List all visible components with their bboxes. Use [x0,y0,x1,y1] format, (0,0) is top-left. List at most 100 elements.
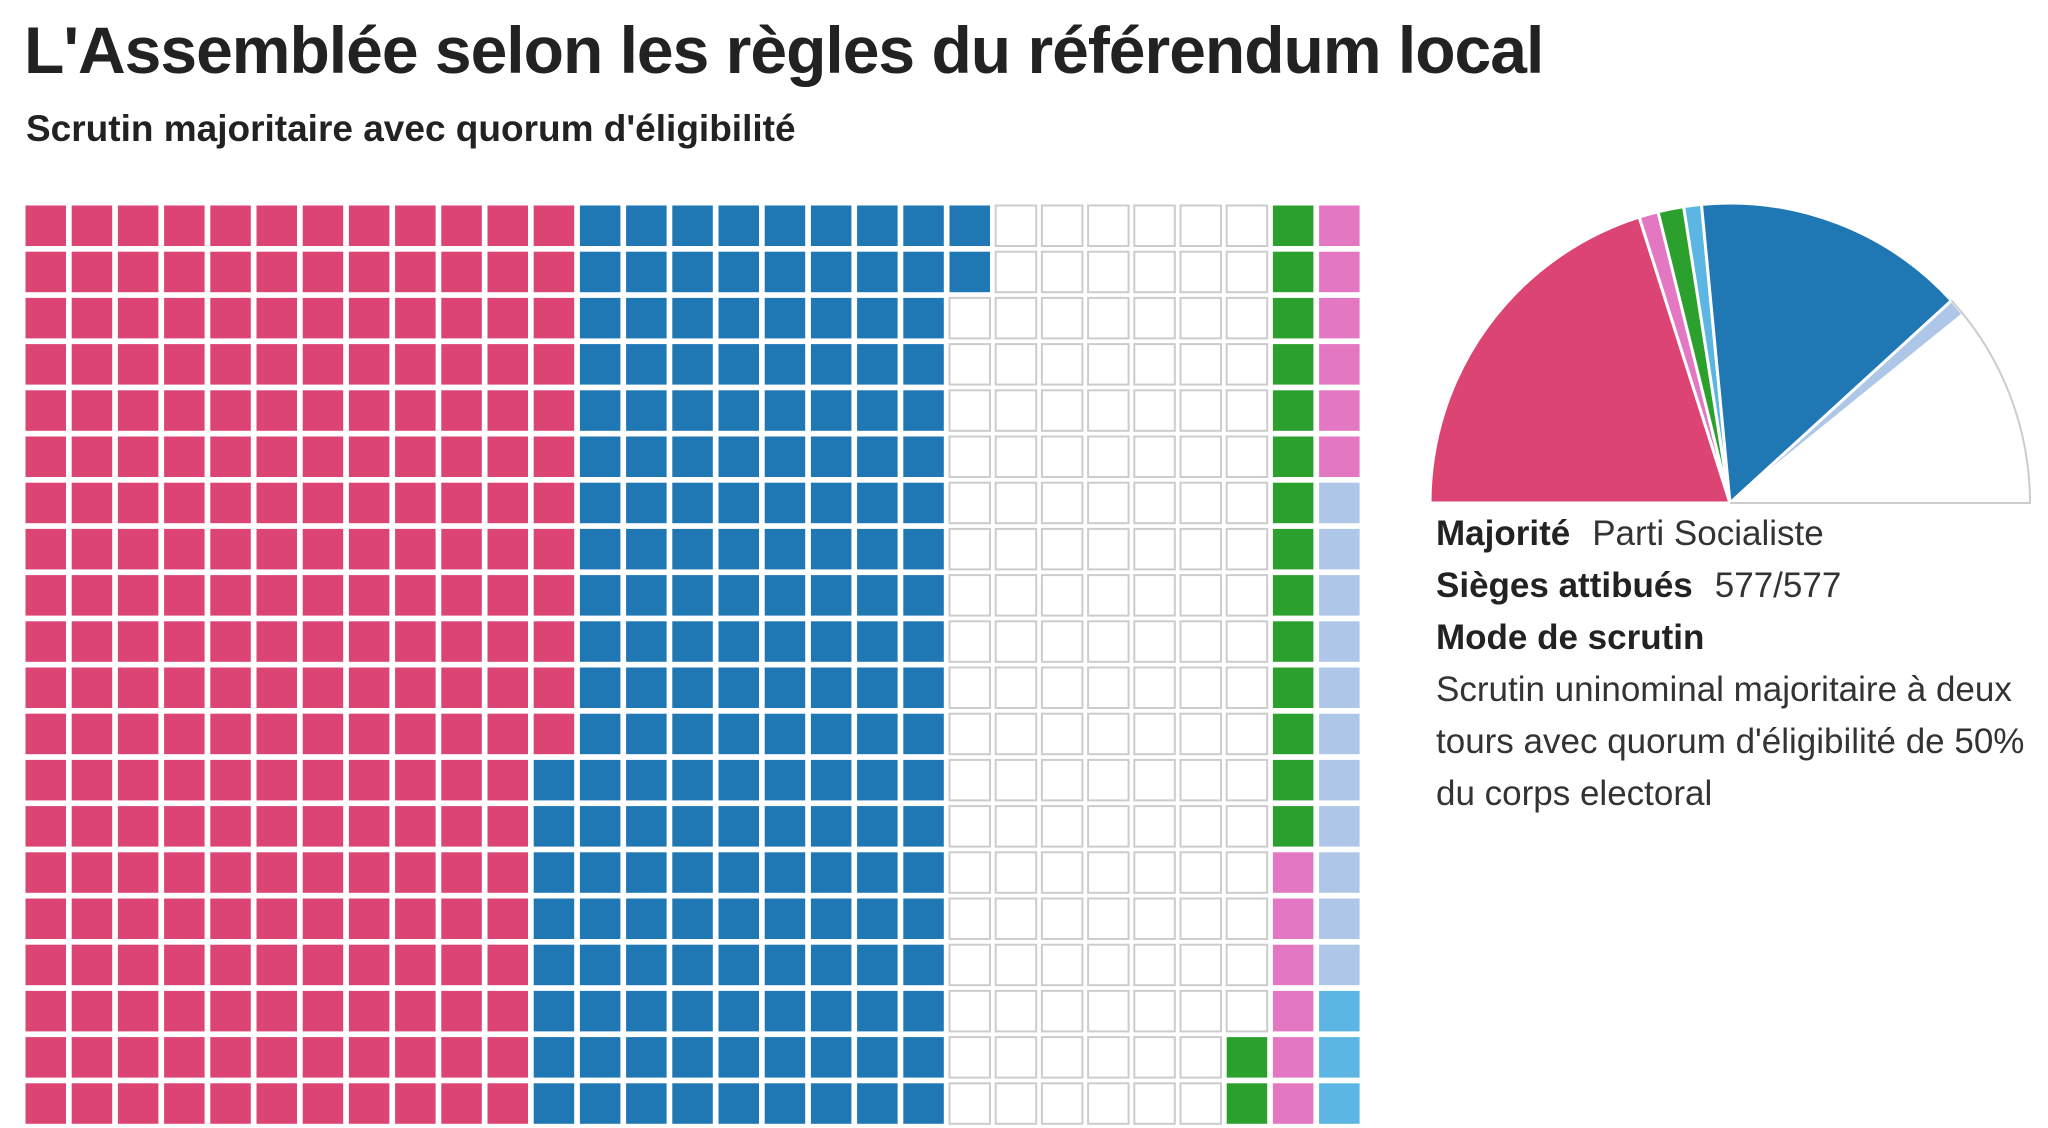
seat-cell-none [1087,296,1130,340]
seat-cell-pink [1272,1037,1314,1078]
seat-cell-ps [164,990,205,1032]
seat-cell-ps [256,1037,297,1078]
seat-cell-ps [210,990,251,1032]
seat-cell-ps [71,436,113,477]
seat-cell-lr [579,667,621,708]
seat-cell-lr [857,806,898,847]
seat-cell-none [948,805,991,848]
seat-cell-ps [71,990,113,1032]
seat-cell-lr [579,390,621,431]
seat-cell-none [1225,527,1269,571]
voting-mode-label: Mode de scrutin [1436,618,1705,657]
seat-cell-ps [395,575,436,616]
seat-cell-lr [626,759,667,801]
seat-cell-lr [626,344,667,385]
seat-cell-lr [810,528,852,570]
seat-cell-ps [302,621,344,662]
seat-cell-lr [672,251,713,293]
seat-cell-lr [579,852,621,893]
seat-cell-none [1040,527,1084,571]
seat-cell-lr [672,759,713,801]
seat-cell-lr [810,667,852,708]
majority-value: Parti Socialiste [1592,514,1824,553]
seat-cell-ps [25,436,66,477]
pie-slice-ps [1428,215,1733,505]
seat-cell-ps [533,482,575,524]
seat-cell-lr [857,251,898,293]
seat-cell-ps [302,990,344,1032]
seat-cell-lr [579,205,621,246]
seat-cell-lr [718,944,759,986]
seat-cell-lr [626,898,667,939]
seat-cell-lr [810,1083,852,1124]
seat-cell-lr [672,944,713,986]
seat-cell-lr [810,205,852,246]
seat-cell-none [1179,343,1222,386]
seat-cell-ps [117,621,159,662]
seat-cell-lr [857,1037,898,1078]
seat-cell-green [1272,297,1314,339]
seat-cell-none [1087,666,1130,709]
seat-cell-lr [903,205,944,246]
seat-cell-lr [626,528,667,570]
seat-cell-ps [533,251,575,293]
seat-cell-ps [302,436,344,477]
seat-cell-lr [579,898,621,939]
seat-cell-ps [117,944,159,986]
seat-cell-lr [949,251,990,293]
seat-cell-green [1226,1083,1268,1124]
seat-cell-lr [579,482,621,524]
seat-cell-lr [903,575,944,616]
seat-cell-lr [626,251,667,293]
seat-cell-lr [672,1083,713,1124]
seat-cell-none [1133,943,1176,987]
seat-cell-ps [164,575,205,616]
seat-cell-lr [810,344,852,385]
seat-cell-ps [210,390,251,431]
seat-cell-lr [626,482,667,524]
seat-cell-ps [164,528,205,570]
seat-cell-none [1087,989,1130,1033]
seat-cell-ps [164,944,205,986]
seat-cell-ps [487,251,528,293]
seat-cell-ps [487,1083,528,1124]
seat-cell-lr [672,1037,713,1078]
seat-cell-lr [857,759,898,801]
seat-cell-ps [25,482,66,524]
seat-cell-ps [533,667,575,708]
seat-cell-ps [302,205,344,246]
seat-cell-lr [626,575,667,616]
seat-cell-ps [117,898,159,939]
seat-cell-ps [533,575,575,616]
seat-cell-lr [672,898,713,939]
seat-cell-none [948,574,991,617]
seat-cell-none [1179,435,1222,478]
seat-cell-lr [764,251,806,293]
seat-cell-ps [210,713,251,755]
seat-cell-ps [487,528,528,570]
seat-cell-none [1087,435,1130,478]
seat-cell-lr [764,344,806,385]
seat-cell-lr [626,1037,667,1078]
seat-cell-none [1133,758,1176,802]
seat-cell-ps [256,759,297,801]
seat-cell-lightblue [1319,575,1360,616]
seat-cell-ps [71,1083,113,1124]
seat-cell-none [1225,989,1269,1033]
seat-cell-lr [857,344,898,385]
seat-cell-lr [764,482,806,524]
seat-cell-ps [302,344,344,385]
seat-cell-pink [1319,390,1360,431]
seat-cell-ps [25,1037,66,1078]
seat-cell-ps [533,344,575,385]
seat-cell-lr [579,759,621,801]
seat-cell-lr [857,390,898,431]
seat-cell-lr [672,713,713,755]
seat-cell-lr [718,1083,759,1124]
seat-cell-lr [579,436,621,477]
seat-cell-none [1225,805,1269,848]
seat-cell-none [948,620,991,663]
seat-cell-lr [533,944,575,986]
seat-cell-none [948,943,991,987]
majority-label: Majorité [1436,514,1571,553]
